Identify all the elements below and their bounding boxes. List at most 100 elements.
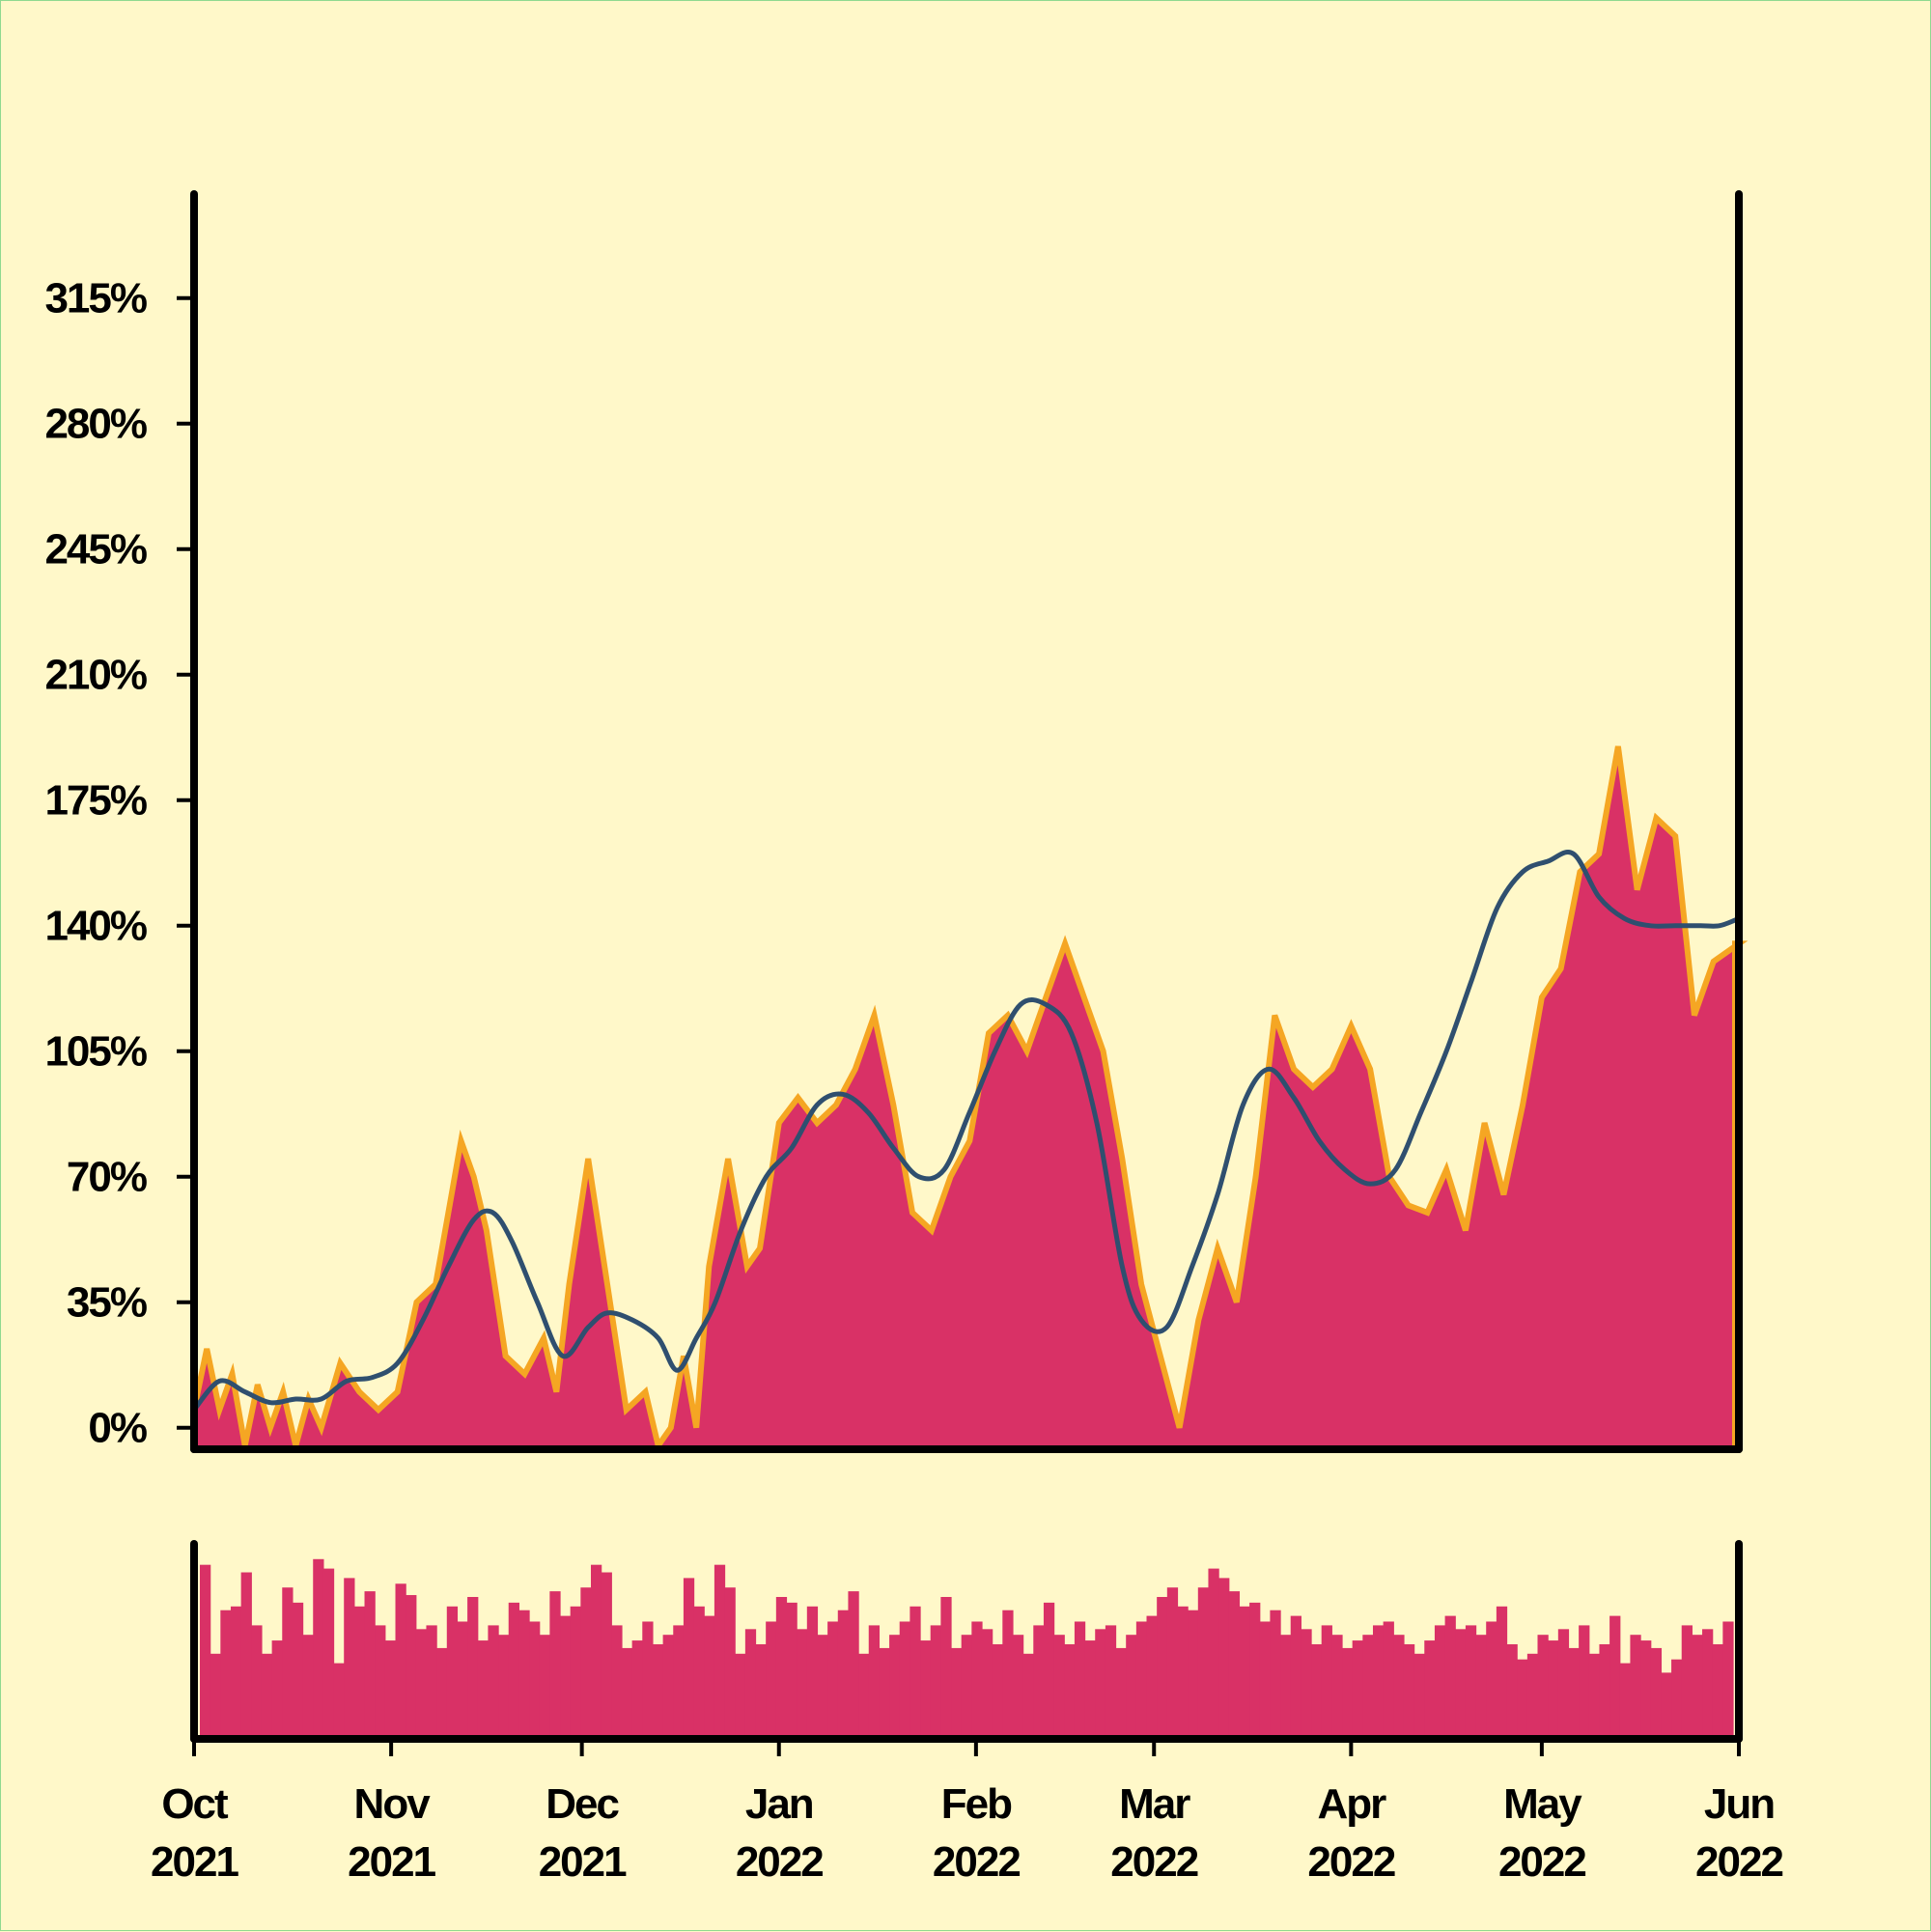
lower-bar	[1012, 1635, 1024, 1739]
lower-bar	[1393, 1635, 1405, 1739]
y-tick-label: 140%	[44, 903, 146, 950]
lower-bar	[920, 1640, 932, 1739]
lower-bar	[1166, 1587, 1179, 1739]
y-tick-label: 0%	[88, 1405, 146, 1452]
lower-bar	[1126, 1635, 1137, 1739]
lower-bar	[498, 1635, 510, 1739]
lower-bar	[333, 1663, 345, 1739]
y-tick-label: 70%	[67, 1154, 147, 1201]
lower-bar	[1517, 1659, 1528, 1739]
x-tick-label-year: 2021	[539, 1838, 627, 1886]
lower-bar	[961, 1635, 972, 1739]
lower-bar	[601, 1572, 612, 1739]
lower-bar	[1434, 1625, 1446, 1739]
lower-bar	[539, 1635, 550, 1739]
lower-bar	[1342, 1647, 1354, 1739]
lower-bar	[570, 1606, 581, 1739]
lower-bar	[1526, 1653, 1539, 1739]
lower-bar	[1557, 1629, 1570, 1739]
lower-bar	[251, 1625, 263, 1739]
lower-bar	[1074, 1621, 1086, 1739]
lower-bar	[755, 1644, 767, 1739]
lower-bar	[210, 1653, 221, 1739]
lower-bar	[1064, 1644, 1076, 1739]
lower-bar	[683, 1578, 695, 1739]
lower-bar	[940, 1597, 952, 1739]
lower-bar	[1177, 1606, 1189, 1739]
lower-bar	[353, 1606, 366, 1739]
lower-bar	[673, 1625, 685, 1739]
lower-bar	[1486, 1621, 1497, 1739]
lower-bar	[1043, 1602, 1055, 1739]
lower-bar	[1692, 1635, 1703, 1739]
lower-bar	[1280, 1635, 1292, 1739]
lower-bar	[858, 1653, 870, 1739]
lower-bar	[1084, 1640, 1096, 1739]
lower-bar	[837, 1610, 850, 1739]
lower-bar	[704, 1615, 715, 1739]
lower-bar	[775, 1597, 788, 1739]
lower-bar	[261, 1653, 273, 1739]
lower-bar	[446, 1606, 459, 1739]
lower-bar	[827, 1621, 839, 1739]
lower-bar	[724, 1587, 736, 1739]
lower-bar	[642, 1621, 654, 1739]
lower-bar	[457, 1621, 468, 1739]
lower-bar	[910, 1606, 921, 1739]
lower-bar	[549, 1591, 561, 1739]
lower-bar	[1588, 1653, 1601, 1739]
lower-bar	[1413, 1653, 1425, 1739]
lower-bar	[1022, 1653, 1034, 1739]
lower-bar	[1722, 1621, 1734, 1739]
lower-bar	[797, 1629, 808, 1739]
lower-bar	[313, 1558, 324, 1739]
lower-bar	[1115, 1647, 1127, 1739]
lower-bar	[1002, 1610, 1014, 1739]
x-tick-label-month: Jan	[745, 1780, 813, 1828]
lower-bar	[714, 1564, 726, 1739]
lower-bar	[1033, 1625, 1045, 1739]
y-tick-label: 280%	[44, 401, 146, 448]
x-tick-label-year: 2022	[736, 1838, 823, 1886]
lower-bar	[1475, 1635, 1487, 1739]
lower-bar	[1383, 1621, 1394, 1739]
y-tick-label: 175%	[44, 777, 146, 825]
lower-bar	[395, 1583, 406, 1739]
lower-bar	[879, 1647, 890, 1739]
lower-bar	[1290, 1615, 1301, 1739]
lower-bar	[344, 1578, 355, 1739]
lower-bar	[930, 1625, 941, 1739]
lower-bar	[1105, 1625, 1117, 1739]
lower-bar	[322, 1568, 335, 1739]
lower-bar	[1609, 1615, 1621, 1739]
lower-bar	[1135, 1621, 1148, 1739]
lower-bar	[1208, 1568, 1219, 1739]
lower-bar	[971, 1621, 983, 1739]
lower-bar	[1352, 1640, 1363, 1739]
lower-bar	[1650, 1647, 1662, 1739]
lower-bar	[220, 1610, 232, 1739]
lower-bar	[786, 1602, 798, 1739]
lower-bar	[200, 1564, 211, 1739]
x-tick-label-year: 2022	[1695, 1838, 1782, 1886]
lower-bar	[899, 1621, 910, 1739]
lower-bar	[1630, 1635, 1641, 1739]
lower-bar	[693, 1606, 705, 1739]
lower-bar	[384, 1640, 397, 1739]
lower-bar	[1661, 1672, 1672, 1739]
lower-bar	[1259, 1621, 1271, 1739]
lower-bar	[1157, 1597, 1168, 1739]
x-tick-label-year: 2022	[933, 1838, 1020, 1886]
x-tick-label-year: 2022	[1498, 1838, 1585, 1886]
x-tick-label-year: 2021	[151, 1838, 238, 1886]
lower-bar	[1331, 1635, 1343, 1739]
x-tick-label-month: May	[1503, 1780, 1582, 1828]
lower-bar	[364, 1591, 376, 1739]
lower-bar	[1095, 1629, 1106, 1739]
lower-bar	[1249, 1602, 1261, 1739]
lower-bar	[1444, 1615, 1456, 1739]
x-tick-label-month: Mar	[1119, 1780, 1190, 1828]
y-tick-label: 105%	[44, 1028, 146, 1076]
y-tick-label: 245%	[44, 526, 146, 574]
